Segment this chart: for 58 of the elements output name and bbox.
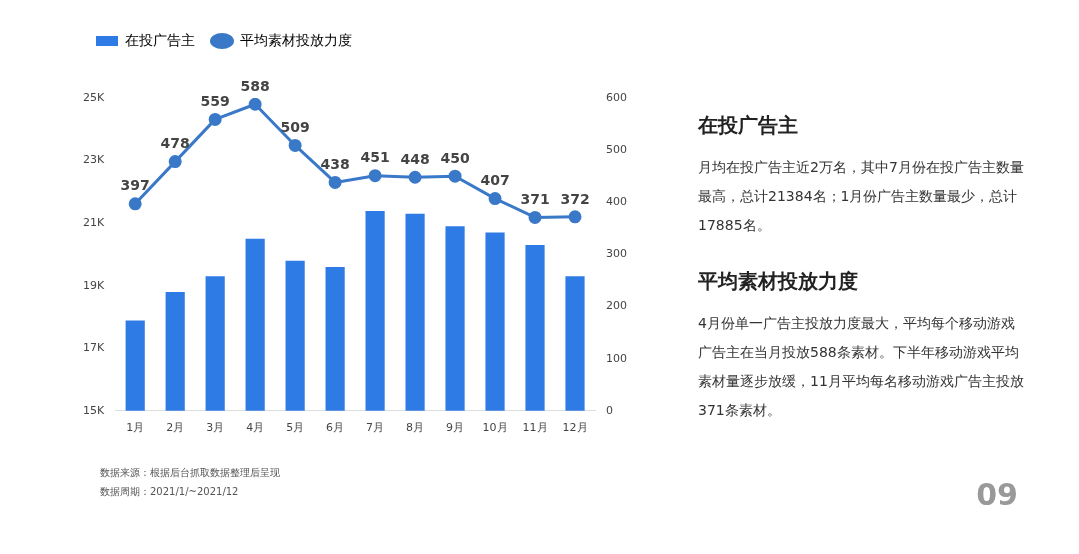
y2-tick-label: 0 (606, 403, 613, 417)
point (128, 197, 142, 211)
text: 月均在投广告主近2万名，其中7月份在投广告主数量最高，总计21384名；1月份广告主数量最少，总计17885名。 (698, 158, 1025, 235)
legend-label: 在投广告主 (125, 31, 195, 48)
legend-label: 平均素材投放力度 (240, 31, 352, 48)
y2-tick-label: 400 (606, 195, 627, 209)
data-label: 438 (320, 156, 350, 173)
y-tick-label: 17K (82, 341, 105, 355)
x-tick-label: 3月 (206, 421, 225, 435)
point (448, 169, 462, 183)
x-tick-label: 8月 (406, 421, 425, 435)
x-tick-label: 1月 (126, 421, 145, 435)
y2-tick-label: 200 (606, 299, 627, 313)
x-tick-label: 2月 (166, 421, 185, 435)
data-label: 588 (240, 77, 270, 94)
y2-tick-label: 600 (606, 90, 627, 104)
data-label: 448 (400, 150, 430, 167)
x-tick-label: 12月 (562, 421, 588, 435)
x-tick-label: 11月 (522, 421, 548, 435)
data-label: 509 (280, 119, 310, 136)
text: 09 (976, 477, 1018, 512)
x-tick-label: 5月 (286, 421, 305, 435)
x-tick-label: 10月 (482, 421, 508, 435)
x-tick-label: 7月 (366, 421, 385, 435)
point (168, 155, 182, 169)
point (488, 192, 502, 206)
point (328, 175, 342, 189)
y2-tick-label: 300 (606, 247, 627, 261)
x-tick-label: 6月 (326, 421, 345, 435)
y-tick-label: 19K (82, 278, 105, 292)
y-tick-label: 25K (82, 90, 105, 104)
data-label: 451 (360, 149, 390, 166)
x-tick-label: 9月 (446, 421, 465, 435)
point (568, 210, 582, 224)
text: 4月份单一广告主投放力度最大，平均每个移动游戏广告主在当月投放588条素材。下半年移动游戏平均素材量逐步放缓，11月平均每名移动游戏广告主投放371条素材。 (698, 314, 1025, 420)
data-label: 450 (440, 149, 470, 166)
data-label: 559 (200, 93, 230, 110)
y-tick-label: 21K (82, 215, 105, 229)
point (208, 112, 222, 126)
point (248, 98, 262, 111)
data-label: 478 (160, 135, 190, 152)
source-note: 数据来源：根据后台抓取数据整理后呈现 (100, 466, 281, 480)
text: 在投广告主 (698, 112, 799, 139)
text: 平均素材投放力度 (698, 268, 859, 295)
point (408, 170, 422, 184)
point (368, 169, 382, 183)
y-tick-label: 23K (82, 153, 105, 167)
y2-tick-label: 500 (606, 142, 627, 156)
data-label: 372 (560, 190, 590, 207)
data-label: 397 (120, 177, 150, 194)
data-label: 371 (520, 191, 550, 208)
y-tick-label: 15K (82, 403, 105, 417)
point (528, 210, 542, 224)
point (288, 138, 302, 152)
text: 数据周期：2021/1/~2021/12 (100, 485, 240, 499)
y2-tick-label: 100 (606, 351, 627, 365)
x-tick-label: 4月 (246, 421, 265, 435)
data-label: 407 (480, 172, 510, 189)
